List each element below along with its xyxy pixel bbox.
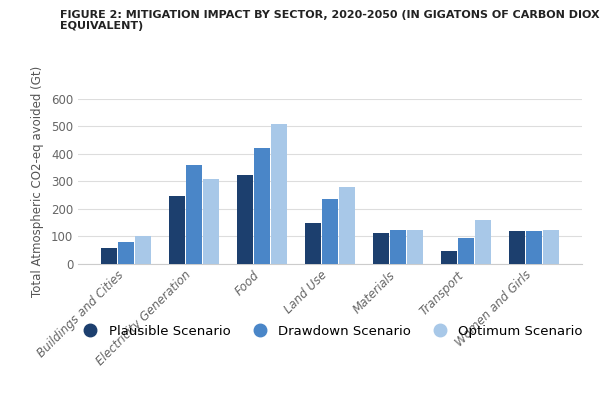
Bar	[186, 165, 202, 264]
Bar	[322, 199, 338, 264]
Bar	[339, 187, 355, 264]
Bar	[101, 248, 117, 264]
Bar	[203, 179, 219, 264]
Bar	[135, 236, 151, 264]
Bar	[373, 234, 389, 264]
Legend: Plausible Scenario, Drawdown Scenario, Optimum Scenario: Plausible Scenario, Drawdown Scenario, O…	[72, 319, 588, 343]
Bar	[475, 220, 491, 264]
Bar	[441, 251, 457, 264]
Bar	[254, 148, 270, 264]
Bar	[526, 231, 542, 264]
Bar	[509, 231, 525, 264]
Bar	[407, 230, 423, 264]
Bar	[458, 239, 474, 264]
Bar	[118, 242, 134, 264]
Bar	[543, 230, 559, 264]
Text: FIGURE 2: MITIGATION IMPACT BY SECTOR, 2020-2050 (IN GIGATONS OF CARBON DIOXIDE-: FIGURE 2: MITIGATION IMPACT BY SECTOR, 2…	[60, 10, 600, 20]
Bar	[390, 230, 406, 264]
Bar	[271, 124, 287, 264]
Text: EQUIVALENT): EQUIVALENT)	[60, 21, 143, 31]
Bar	[237, 175, 253, 264]
Bar	[169, 196, 185, 264]
Y-axis label: Total Atmospheric CO2-eq avoided (Gt): Total Atmospheric CO2-eq avoided (Gt)	[31, 66, 44, 297]
Bar	[305, 223, 321, 264]
